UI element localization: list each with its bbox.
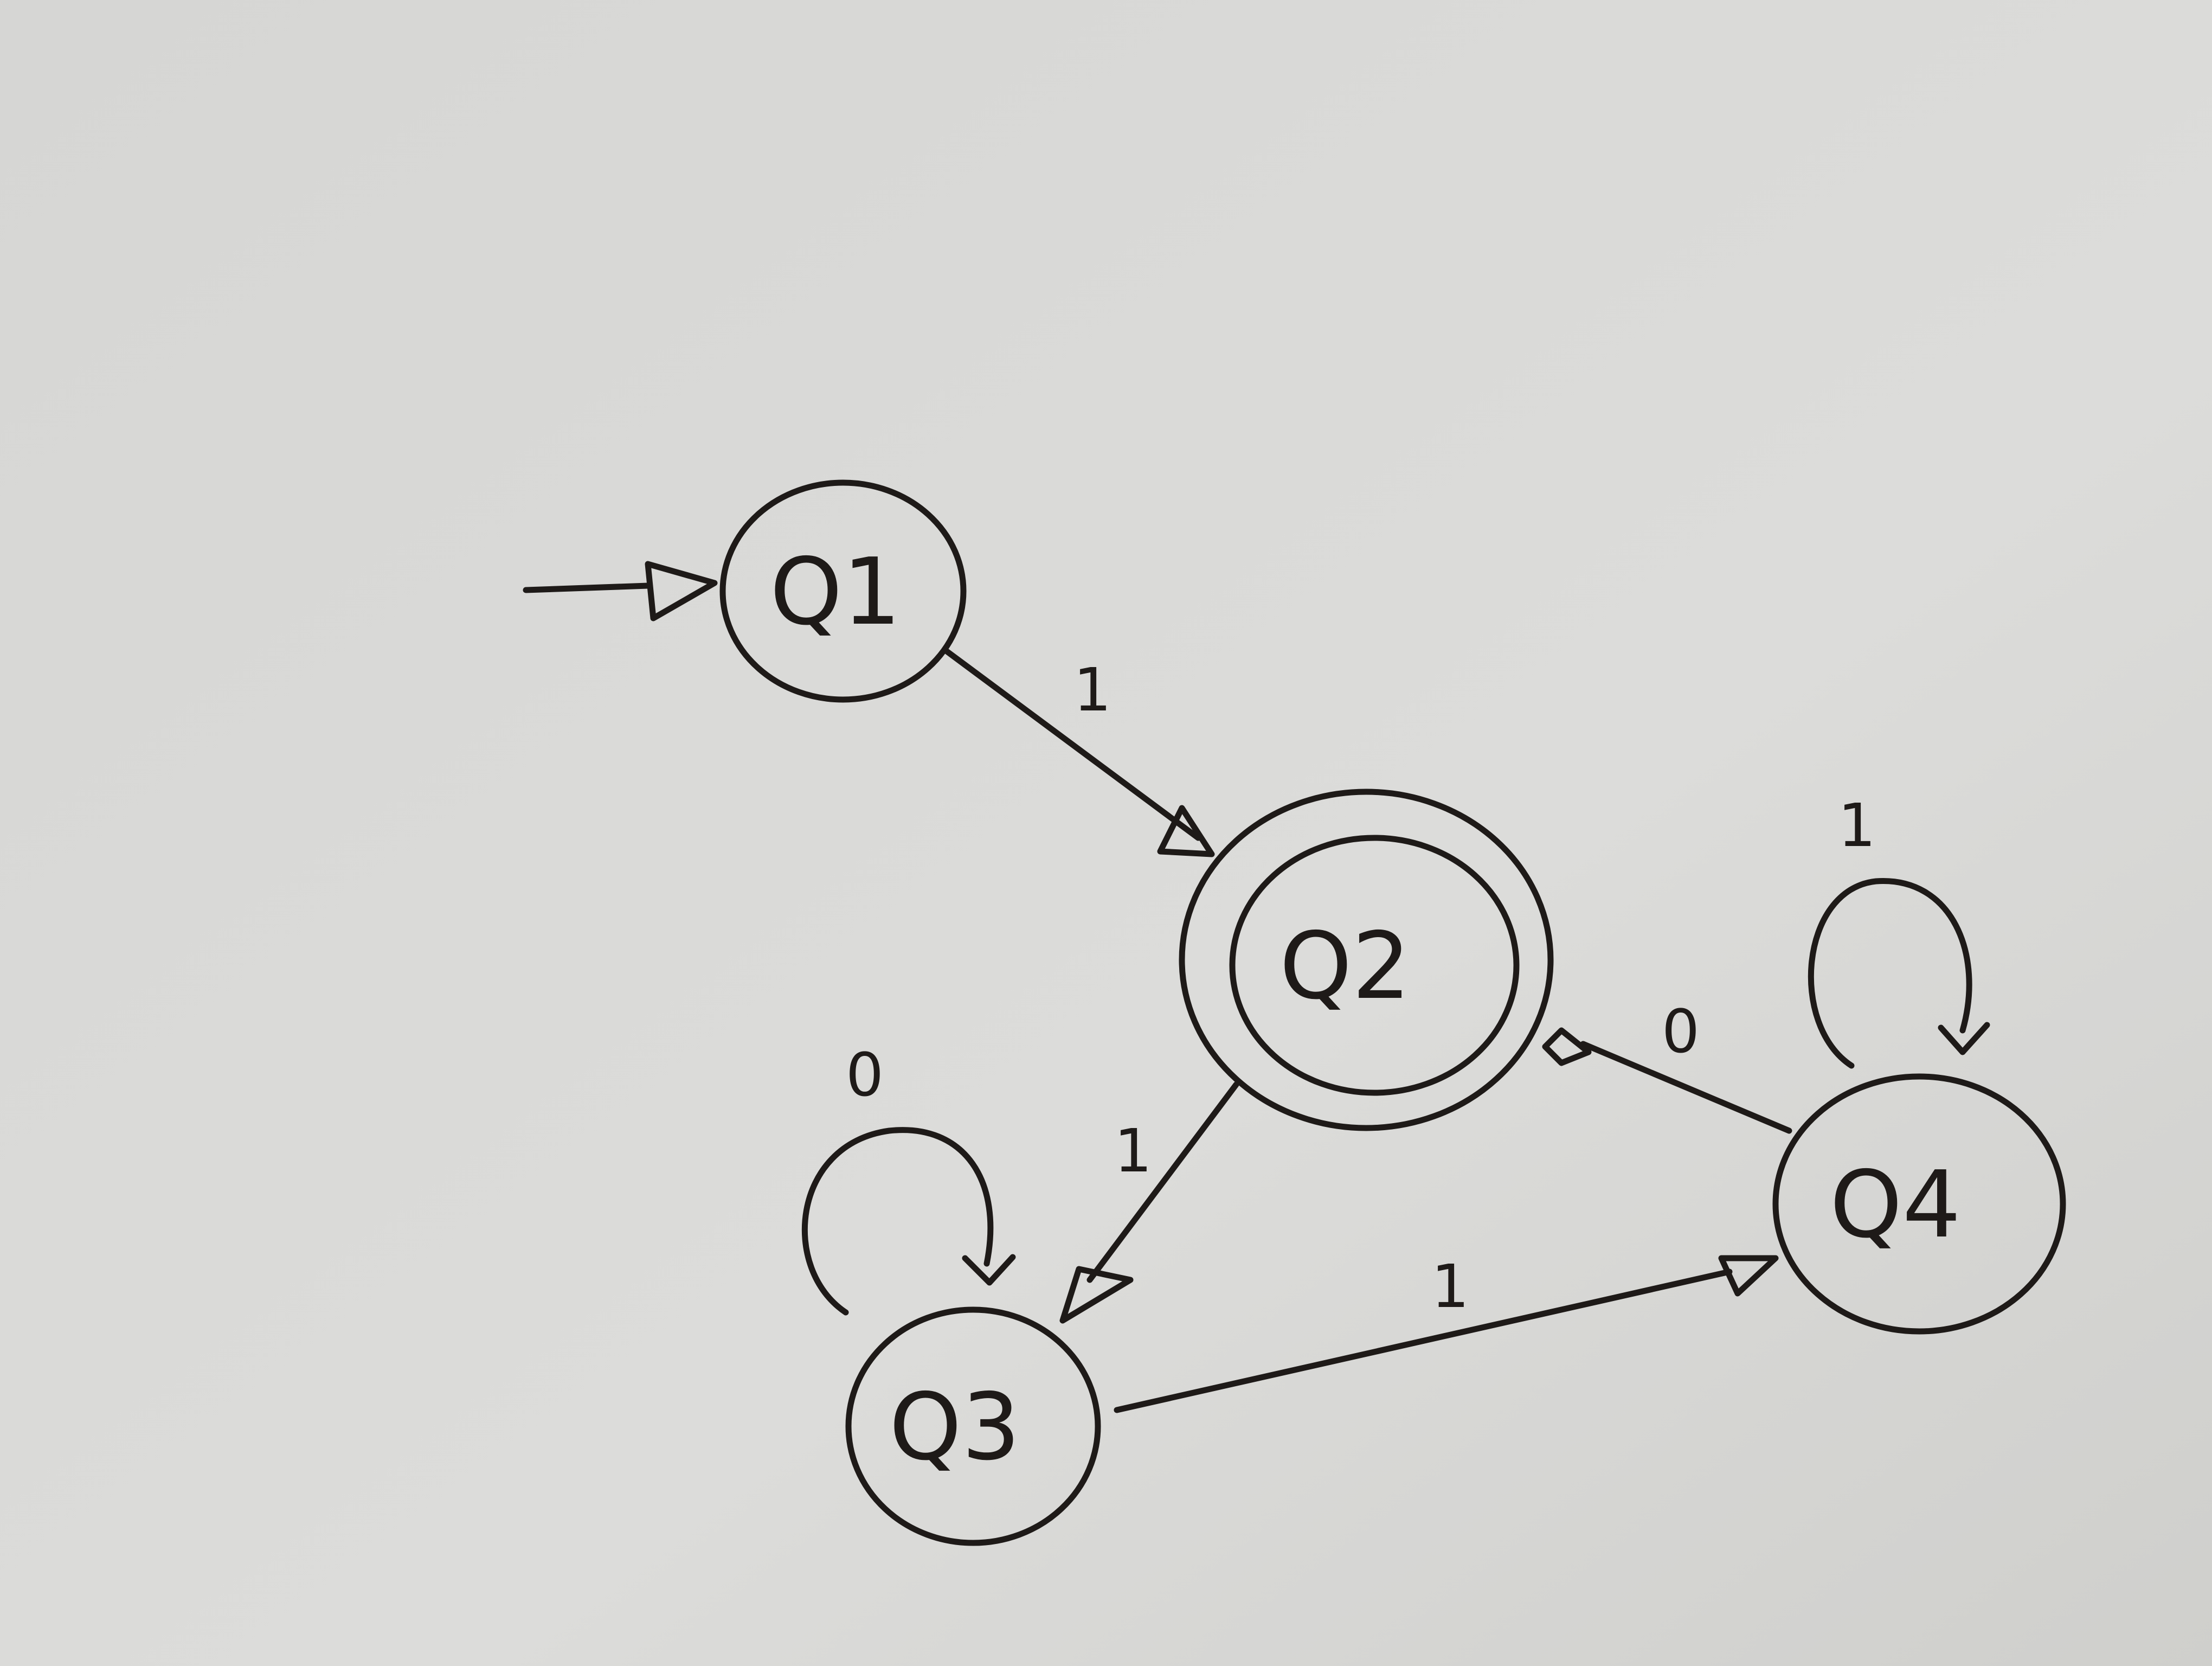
edge-q3-q4-label: 1 — [1431, 1252, 1469, 1321]
state-q2-label: Q2 — [1279, 913, 1411, 1020]
edge-q4-self-loop-label: 1 — [1838, 791, 1876, 860]
state-q1-circle — [719, 479, 967, 703]
initial-arrow — [523, 561, 718, 621]
edge-q4-q2[interactable]: 0 — [1542, 997, 1792, 1134]
state-q4[interactable]: Q4 — [1772, 1073, 2066, 1335]
edge-q2-q3-label: 1 — [1114, 1116, 1152, 1186]
state-q3-label: Q3 — [889, 1374, 1020, 1481]
edge-q1-q2-label: 1 — [1073, 655, 1111, 725]
edge-q3-q4[interactable]: 1 — [1114, 1252, 1779, 1413]
state-q2-inner-circle — [1229, 835, 1520, 1096]
edge-q4-self-loop[interactable]: 1 — [1808, 791, 1990, 1069]
state-q3-circle — [845, 1306, 1101, 1546]
state-q4-label: Q4 — [1830, 1151, 1961, 1259]
state-q2[interactable]: Q2 — [1179, 789, 1554, 1131]
edge-q2-q3[interactable]: 1 — [1059, 1081, 1239, 1324]
state-q1[interactable]: Q1 — [719, 479, 967, 703]
edge-q3-self-loop-label: 0 — [846, 1040, 884, 1110]
edge-q4-q2-label: 0 — [1662, 997, 1700, 1066]
state-q4-circle — [1772, 1073, 2066, 1335]
state-q2-outer-circle — [1179, 789, 1554, 1131]
edge-q3-self-loop[interactable]: 0 — [801, 1040, 1016, 1316]
state-q3[interactable]: Q3 — [845, 1306, 1101, 1546]
edge-q1-q2[interactable]: 1 — [943, 648, 1215, 857]
state-q1-label: Q1 — [770, 539, 901, 646]
